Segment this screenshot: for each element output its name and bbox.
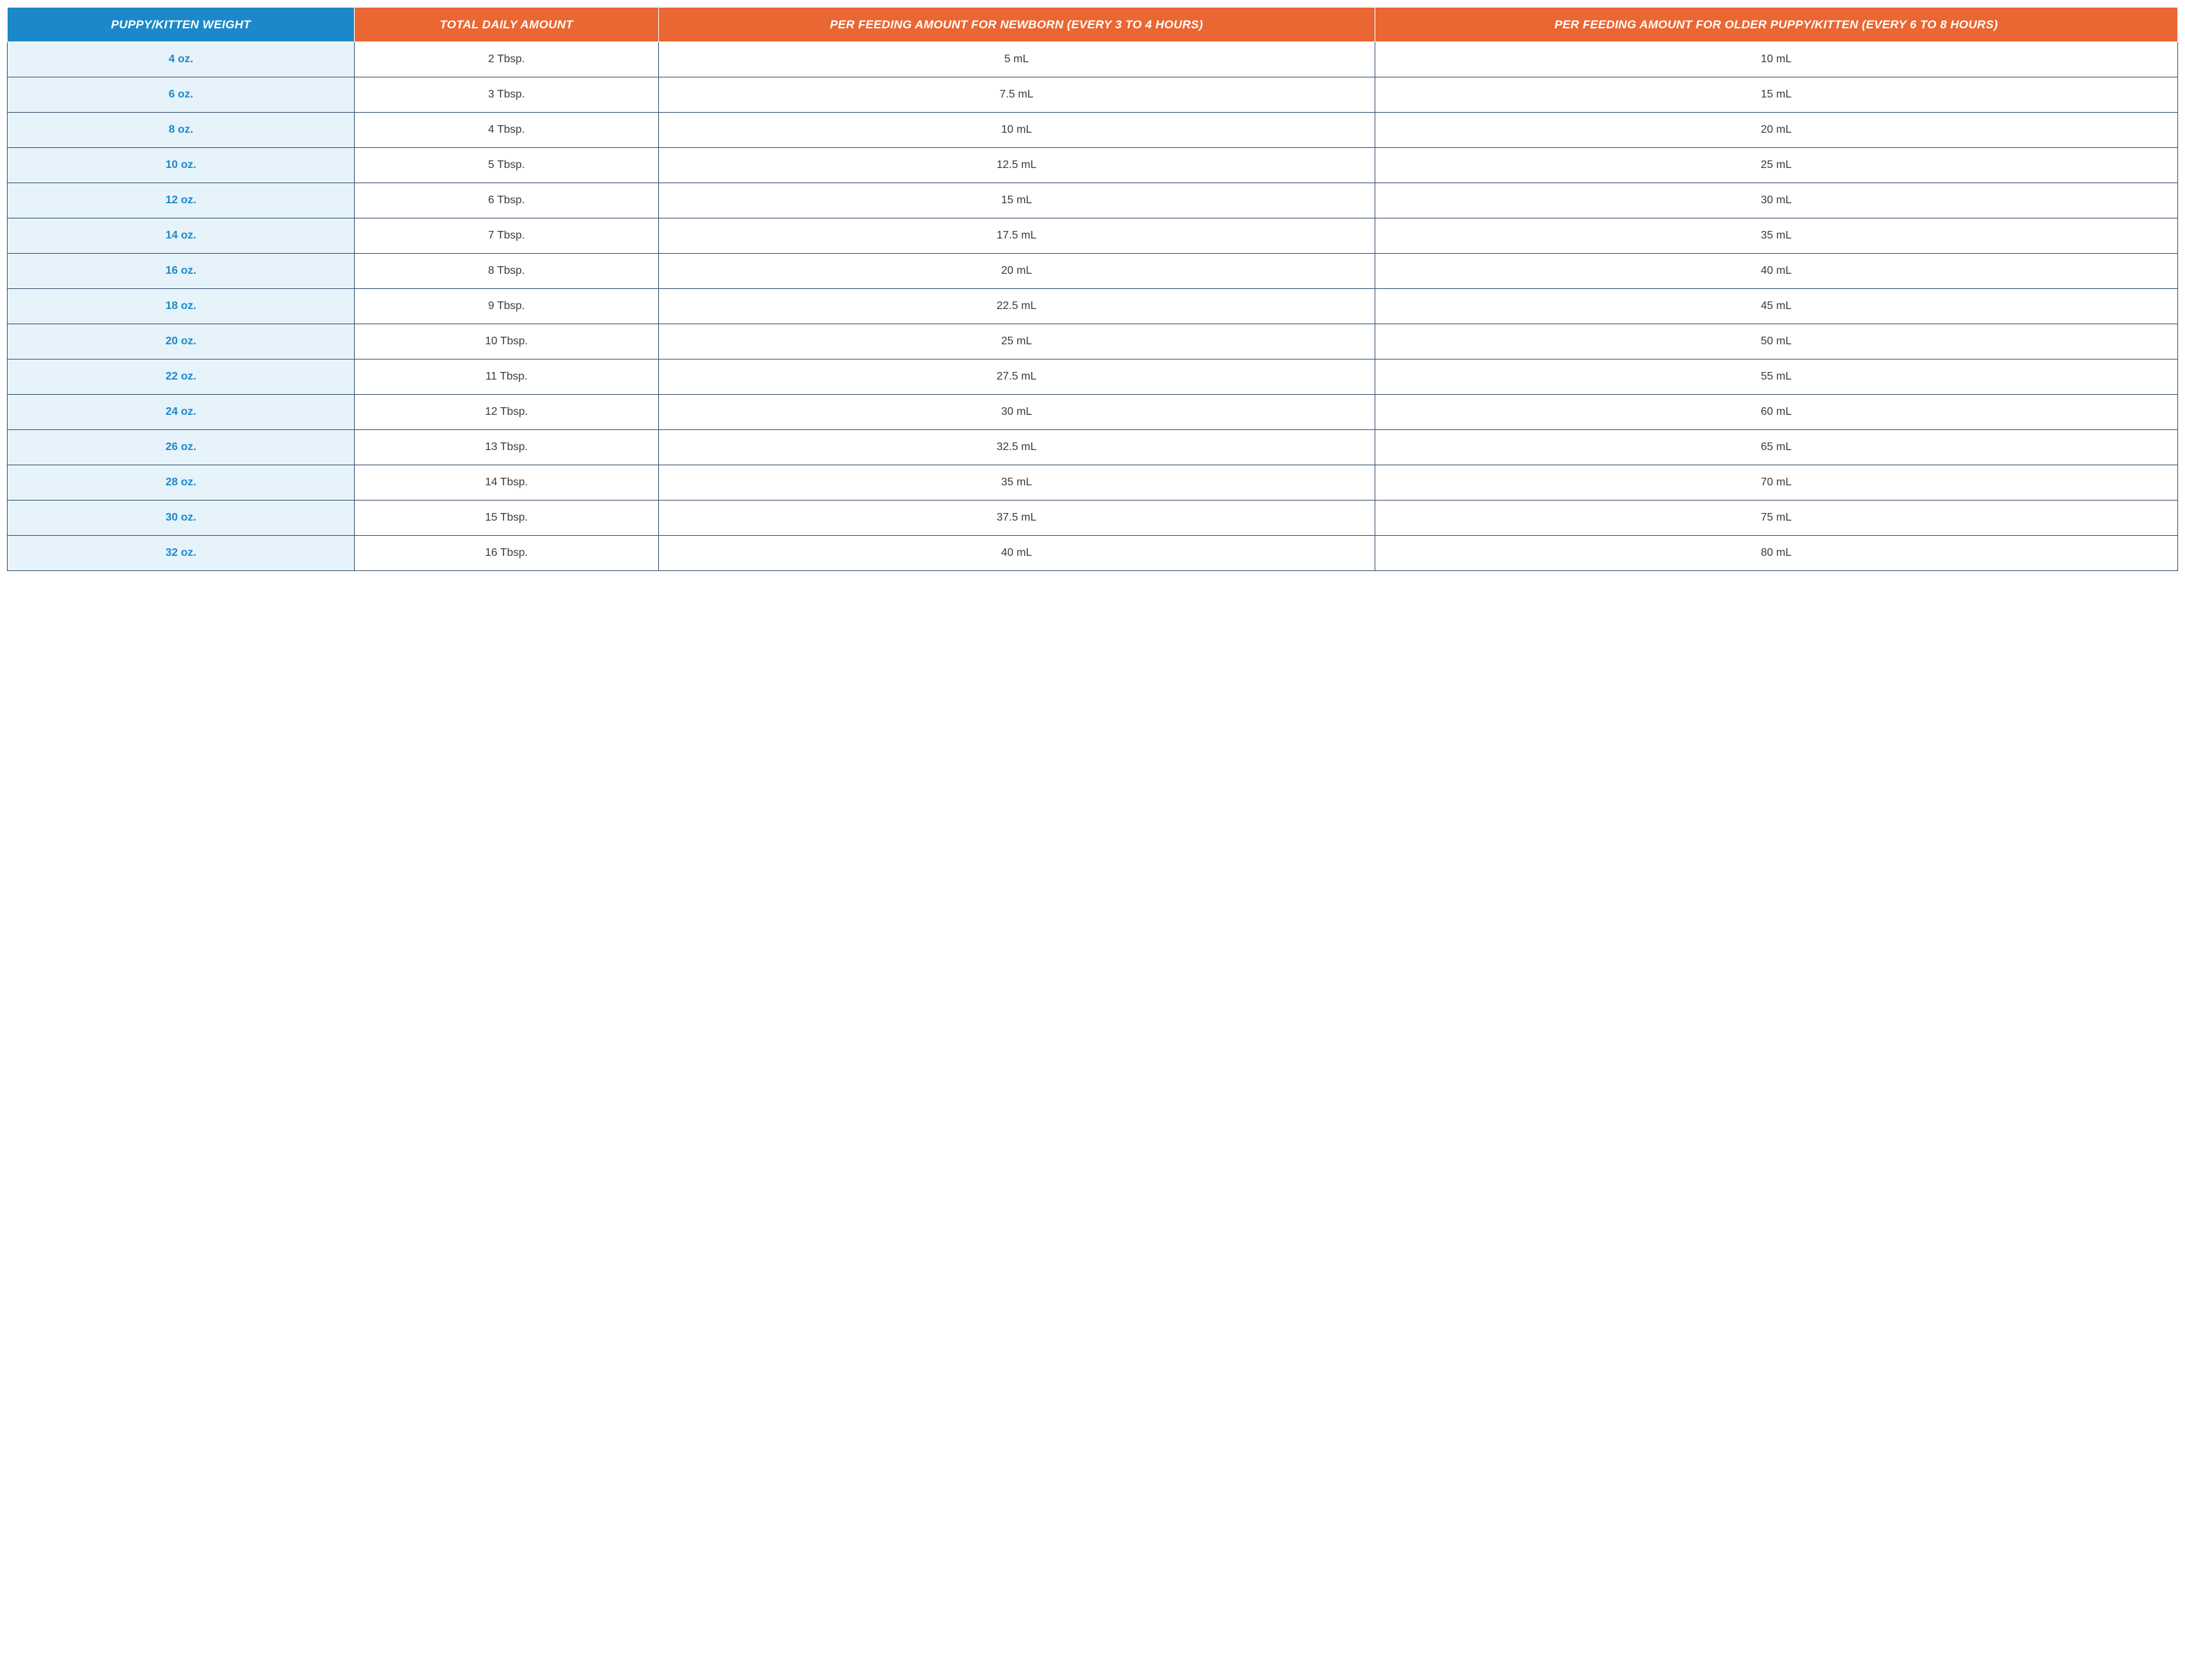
cell-newborn: 30 mL [658, 395, 1375, 430]
header-daily: TOTAL DAILY AMOUNT [355, 8, 658, 42]
cell-daily: 13 Tbsp. [355, 430, 658, 465]
cell-newborn: 22.5 mL [658, 289, 1375, 324]
cell-newborn: 35 mL [658, 465, 1375, 501]
cell-newborn: 12.5 mL [658, 148, 1375, 183]
table-body: 4 oz.2 Tbsp.5 mL10 mL6 oz.3 Tbsp.7.5 mL1… [8, 42, 2178, 571]
cell-weight: 26 oz. [8, 430, 355, 465]
cell-newborn: 10 mL [658, 113, 1375, 148]
table-row: 22 oz.11 Tbsp.27.5 mL55 mL [8, 360, 2178, 395]
cell-weight: 20 oz. [8, 324, 355, 360]
cell-weight: 22 oz. [8, 360, 355, 395]
table-row: 30 oz.15 Tbsp.37.5 mL75 mL [8, 501, 2178, 536]
header-newborn: PER FEEDING AMOUNT FOR NEWBORN (EVERY 3 … [658, 8, 1375, 42]
cell-daily: 8 Tbsp. [355, 254, 658, 289]
cell-older: 50 mL [1375, 324, 2177, 360]
cell-daily: 7 Tbsp. [355, 218, 658, 254]
cell-newborn: 40 mL [658, 536, 1375, 571]
cell-daily: 5 Tbsp. [355, 148, 658, 183]
table-row: 12 oz.6 Tbsp.15 mL30 mL [8, 183, 2178, 218]
cell-weight: 14 oz. [8, 218, 355, 254]
cell-weight: 32 oz. [8, 536, 355, 571]
cell-weight: 12 oz. [8, 183, 355, 218]
cell-older: 70 mL [1375, 465, 2177, 501]
table-row: 32 oz.16 Tbsp.40 mL80 mL [8, 536, 2178, 571]
cell-older: 55 mL [1375, 360, 2177, 395]
table-row: 14 oz.7 Tbsp.17.5 mL35 mL [8, 218, 2178, 254]
cell-daily: 14 Tbsp. [355, 465, 658, 501]
cell-daily: 2 Tbsp. [355, 42, 658, 77]
cell-older: 60 mL [1375, 395, 2177, 430]
cell-newborn: 25 mL [658, 324, 1375, 360]
table-row: 26 oz.13 Tbsp.32.5 mL65 mL [8, 430, 2178, 465]
cell-weight: 18 oz. [8, 289, 355, 324]
cell-daily: 3 Tbsp. [355, 77, 658, 113]
cell-weight: 6 oz. [8, 77, 355, 113]
cell-newborn: 32.5 mL [658, 430, 1375, 465]
table-row: 8 oz.4 Tbsp.10 mL20 mL [8, 113, 2178, 148]
cell-older: 30 mL [1375, 183, 2177, 218]
table-row: 28 oz.14 Tbsp.35 mL70 mL [8, 465, 2178, 501]
cell-older: 65 mL [1375, 430, 2177, 465]
table-header: PUPPY/KITTEN WEIGHT TOTAL DAILY AMOUNT P… [8, 8, 2178, 42]
cell-daily: 11 Tbsp. [355, 360, 658, 395]
cell-newborn: 20 mL [658, 254, 1375, 289]
cell-daily: 6 Tbsp. [355, 183, 658, 218]
cell-newborn: 37.5 mL [658, 501, 1375, 536]
table-row: 16 oz.8 Tbsp.20 mL40 mL [8, 254, 2178, 289]
cell-newborn: 15 mL [658, 183, 1375, 218]
cell-weight: 10 oz. [8, 148, 355, 183]
cell-newborn: 7.5 mL [658, 77, 1375, 113]
header-weight: PUPPY/KITTEN WEIGHT [8, 8, 355, 42]
table-row: 4 oz.2 Tbsp.5 mL10 mL [8, 42, 2178, 77]
cell-weight: 8 oz. [8, 113, 355, 148]
cell-weight: 24 oz. [8, 395, 355, 430]
cell-older: 75 mL [1375, 501, 2177, 536]
cell-older: 80 mL [1375, 536, 2177, 571]
cell-older: 15 mL [1375, 77, 2177, 113]
cell-daily: 9 Tbsp. [355, 289, 658, 324]
feeding-table: PUPPY/KITTEN WEIGHT TOTAL DAILY AMOUNT P… [7, 7, 2178, 571]
cell-older: 10 mL [1375, 42, 2177, 77]
cell-newborn: 17.5 mL [658, 218, 1375, 254]
header-older: PER FEEDING AMOUNT FOR OLDER PUPPY/KITTE… [1375, 8, 2177, 42]
cell-newborn: 5 mL [658, 42, 1375, 77]
cell-daily: 16 Tbsp. [355, 536, 658, 571]
cell-newborn: 27.5 mL [658, 360, 1375, 395]
cell-older: 40 mL [1375, 254, 2177, 289]
table-row: 10 oz.5 Tbsp.12.5 mL25 mL [8, 148, 2178, 183]
cell-weight: 4 oz. [8, 42, 355, 77]
cell-daily: 12 Tbsp. [355, 395, 658, 430]
cell-older: 20 mL [1375, 113, 2177, 148]
table-row: 20 oz.10 Tbsp.25 mL50 mL [8, 324, 2178, 360]
cell-older: 25 mL [1375, 148, 2177, 183]
cell-daily: 15 Tbsp. [355, 501, 658, 536]
cell-daily: 4 Tbsp. [355, 113, 658, 148]
cell-older: 45 mL [1375, 289, 2177, 324]
table-row: 24 oz.12 Tbsp.30 mL60 mL [8, 395, 2178, 430]
table-row: 18 oz.9 Tbsp.22.5 mL45 mL [8, 289, 2178, 324]
header-row: PUPPY/KITTEN WEIGHT TOTAL DAILY AMOUNT P… [8, 8, 2178, 42]
table-row: 6 oz.3 Tbsp.7.5 mL15 mL [8, 77, 2178, 113]
cell-weight: 16 oz. [8, 254, 355, 289]
cell-weight: 28 oz. [8, 465, 355, 501]
cell-older: 35 mL [1375, 218, 2177, 254]
cell-daily: 10 Tbsp. [355, 324, 658, 360]
cell-weight: 30 oz. [8, 501, 355, 536]
